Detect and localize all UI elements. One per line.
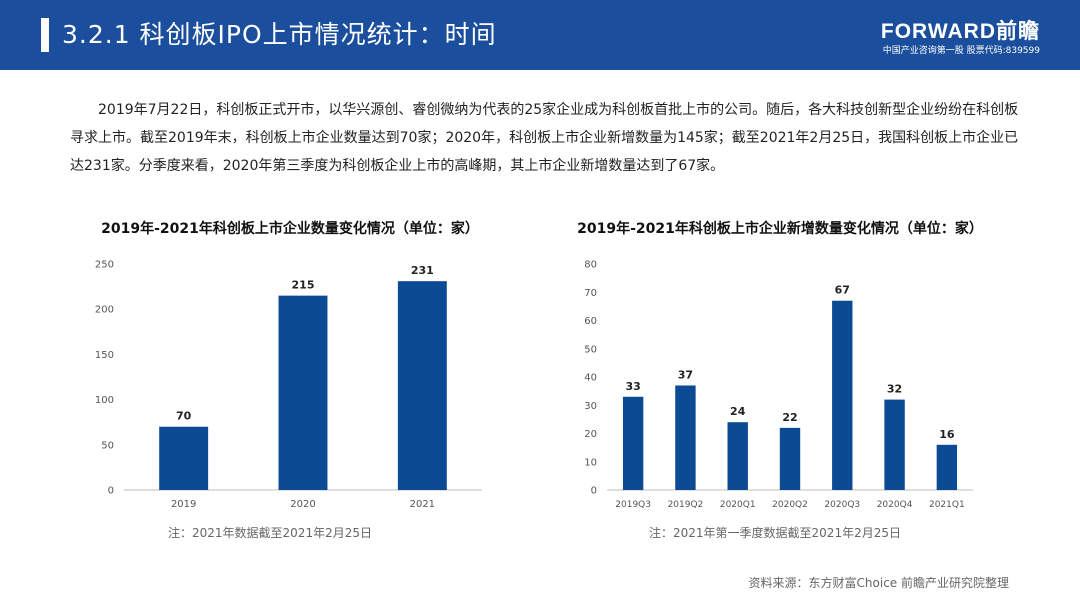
chart-1-category-label: 2020	[290, 499, 315, 510]
chart-2-data-label: 22	[782, 411, 797, 424]
source-note: 资料来源：东方财富Choice 前瞻产业研究院整理	[748, 576, 1009, 590]
chart-2-new-listings: 0 10 20 30 40 50 60 70 80 33 2019Q3 37 2019Q2 24 2020Q…	[584, 260, 973, 510]
chart-2-category-label: 2020Q1	[720, 500, 756, 510]
chart-2-bar-2020Q2	[779, 427, 801, 490]
brand-tagline: 中国产业咨询第一股 股票代码:839599	[882, 46, 1040, 56]
chart-2-category-label: 2020Q4	[877, 500, 913, 510]
chart-1-ytick-label: 250	[95, 260, 114, 271]
chart-1-data-label: 70	[176, 410, 192, 423]
chart-1-data-label: 215	[292, 279, 315, 292]
header-accent-bar	[41, 18, 49, 52]
chart-2-title: 2019年-2021年科创板上市企业新增数量变化情况（单位：家）	[577, 221, 983, 237]
chart-1-category-label: 2021	[410, 499, 435, 510]
chart-2-ytick-label: 60	[584, 316, 597, 327]
chart-2-ytick-label: 80	[584, 260, 597, 271]
chart-2-data-label: 33	[625, 380, 640, 393]
chart-2-ytick-label: 50	[584, 344, 597, 355]
chart-2-data-label: 37	[678, 368, 693, 381]
chart-1-ytick-label: 50	[101, 440, 114, 451]
chart-2-category-label: 2020Q2	[772, 500, 808, 510]
chart-2-ytick-label: 30	[584, 401, 597, 412]
chart-1-bar-2019	[159, 426, 209, 490]
chart-1-note: 注：2021年数据截至2021年2月25日	[168, 526, 372, 540]
chart-1-data-label: 231	[411, 264, 434, 277]
chart-2-ytick-label: 0	[591, 486, 597, 497]
chart-1-ytick-label: 200	[95, 305, 114, 316]
chart-2-ytick-label: 20	[584, 429, 597, 440]
chart-1-ytick-label: 0	[108, 486, 114, 497]
chart-2-category-label: 2021Q1	[929, 500, 965, 510]
chart-2-ytick-label: 10	[584, 457, 597, 468]
chart-2-category-label: 2020Q3	[824, 500, 860, 510]
brand-logo: FORWARD前瞻	[880, 20, 1040, 43]
chart-2-bar-2020Q1	[727, 422, 748, 490]
chart-2-category-label: 2019Q3	[615, 500, 651, 510]
chart-2-note: 注：2021年第一季度数据截至2021年2月25日	[649, 526, 901, 540]
header-banner: 3.2.1 科创板IPO上市情况统计：时间 FORWARD前瞻 中国产业咨询第一…	[0, 0, 1080, 70]
chart-2-bar-2020Q4	[884, 399, 905, 490]
page-title: 3.2.1 科创板IPO上市情况统计：时间	[62, 20, 497, 49]
chart-2-data-label: 24	[730, 405, 746, 418]
chart-1-ytick-label: 150	[95, 350, 114, 361]
chart-2-data-label: 67	[835, 284, 850, 297]
chart-1-category-label: 2019	[171, 499, 196, 510]
chart-2-bar-2019Q2	[675, 385, 696, 490]
intro-paragraph: 2019年7月22日，科创板正式开市，以华兴源创、睿创微纳为代表的25家企业成为…	[70, 102, 1019, 174]
chart-2-data-label: 16	[939, 428, 955, 441]
chart-1-ytick-label: 100	[95, 395, 114, 406]
chart-1-title: 2019年-2021年科创板上市企业数量变化情况（单位：家）	[101, 221, 479, 237]
chart-2-bar-2021Q1	[936, 444, 958, 490]
chart-1-bar-2020	[278, 295, 328, 490]
chart-1-total-listed: 0 50 100 150 200 250 70 2019 215 2020 231 2021	[95, 260, 482, 510]
chart-2-ytick-label: 40	[584, 373, 597, 384]
chart-2-bar-2019Q3	[622, 396, 644, 490]
chart-2-category-label: 2019Q2	[668, 500, 704, 510]
chart-1-bar-2021	[397, 281, 447, 490]
chart-2-ytick-label: 70	[584, 288, 597, 299]
chart-2-data-label: 32	[887, 383, 902, 396]
chart-2-bar-2020Q3	[832, 300, 853, 490]
